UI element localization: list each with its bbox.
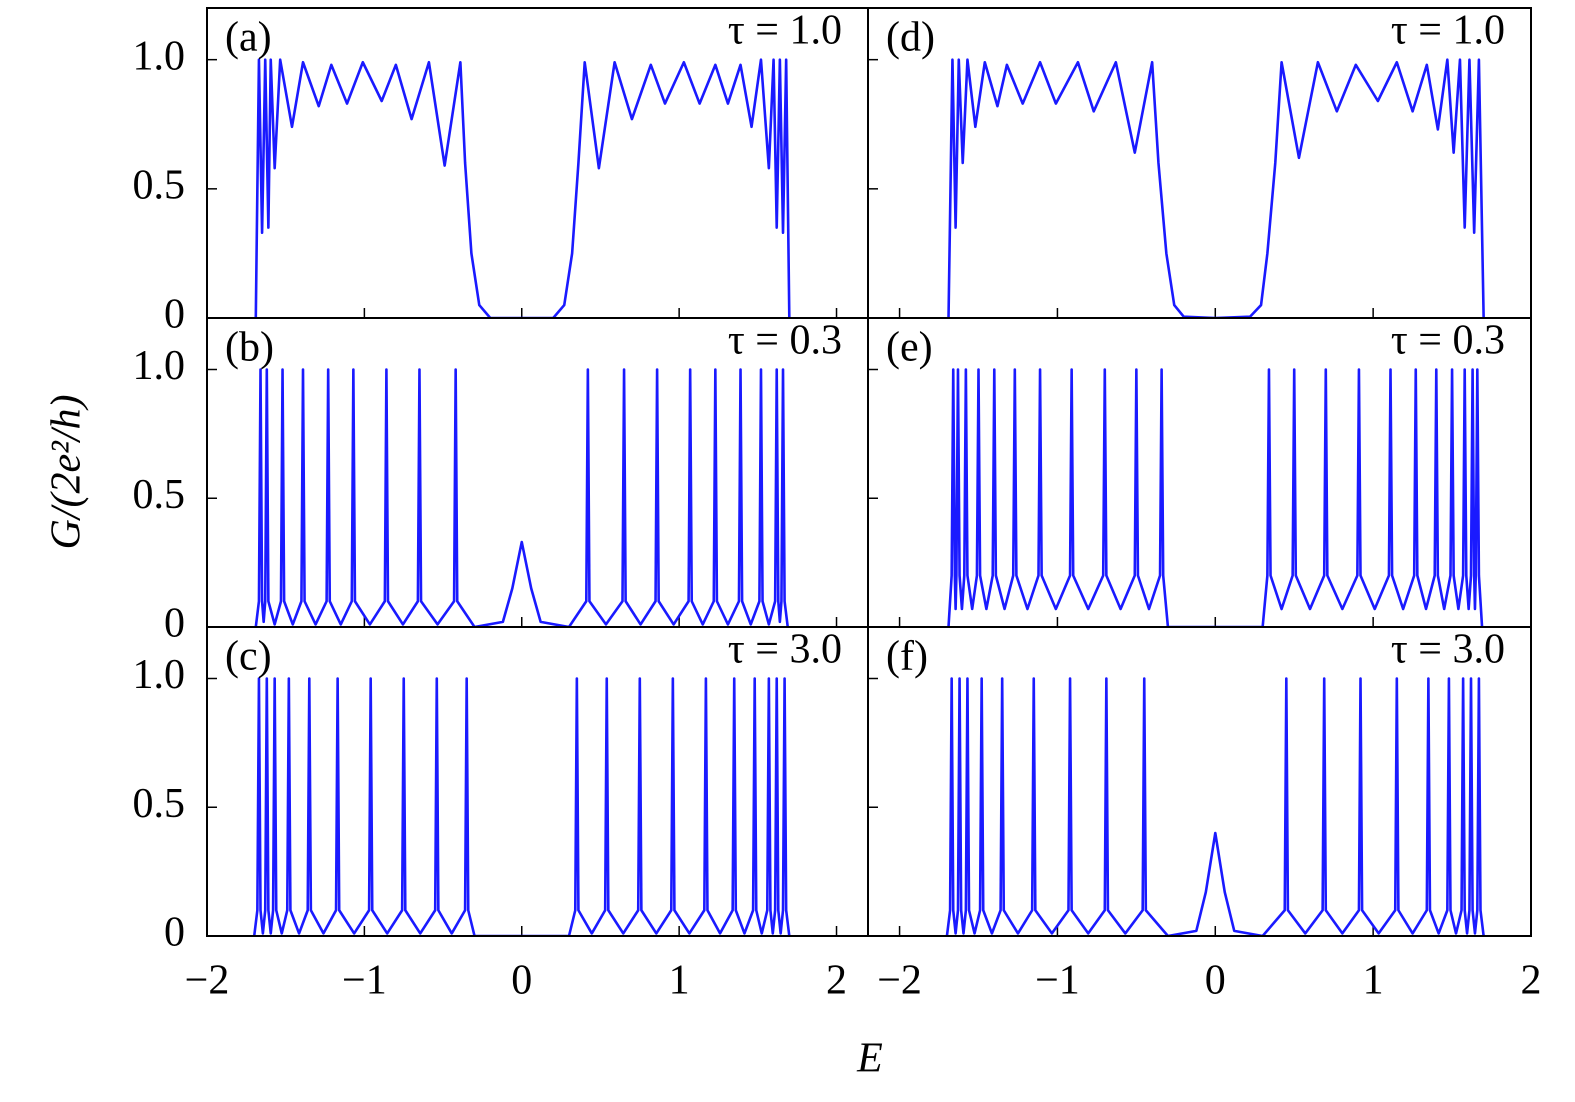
panel-label: (a) — [225, 15, 272, 61]
y-tick-label: 0 — [164, 910, 185, 956]
x-axis-label: E — [856, 1036, 883, 1082]
y-axis-label: G/(2e²/h) — [44, 395, 90, 550]
line — [254, 58, 791, 318]
x-tick-label: 1 — [1363, 958, 1384, 1004]
line — [947, 368, 1484, 627]
line — [947, 58, 1485, 318]
annotation: τ = 1.0 — [1391, 8, 1505, 54]
annotation: τ = 0.3 — [1391, 318, 1505, 364]
line — [254, 368, 790, 627]
panel-label: (b) — [225, 325, 274, 371]
x-tick-label: 2 — [1521, 958, 1542, 1004]
y-tick-label: 0.5 — [133, 781, 186, 827]
line — [252, 677, 791, 936]
y-tick-label: 1.0 — [133, 652, 186, 698]
panel-label: (d) — [886, 15, 935, 61]
annotation: τ = 1.0 — [728, 8, 842, 54]
annotation: τ = 0.3 — [728, 318, 842, 364]
panel-frame — [867, 7, 1532, 319]
panel-label: (e) — [886, 325, 933, 371]
y-tick-label: 1.0 — [133, 33, 186, 79]
x-tick-label: 2 — [826, 958, 847, 1004]
panel-frame — [867, 626, 1532, 937]
panel-frame — [206, 317, 869, 628]
annotation: τ = 3.0 — [728, 627, 842, 673]
y-tick-label: 0.5 — [133, 472, 186, 518]
x-tick-label: 0 — [1205, 958, 1226, 1004]
y-tick-label: 0.5 — [133, 162, 186, 208]
x-tick-label: −1 — [1035, 958, 1080, 1004]
y-tick-label: 0 — [164, 292, 185, 338]
y-tick-label: 0 — [164, 601, 185, 647]
y-tick-label: 1.0 — [133, 343, 186, 389]
x-tick-label: 1 — [669, 958, 690, 1004]
panel-label: (f) — [886, 634, 928, 680]
annotation: τ = 3.0 — [1391, 627, 1505, 673]
x-tick-label: −2 — [877, 958, 922, 1004]
x-tick-label: 0 — [511, 958, 532, 1004]
x-tick-label: −1 — [342, 958, 387, 1004]
line — [945, 677, 1485, 936]
x-tick-label: −2 — [185, 958, 230, 1004]
panel-label: (c) — [225, 634, 272, 680]
